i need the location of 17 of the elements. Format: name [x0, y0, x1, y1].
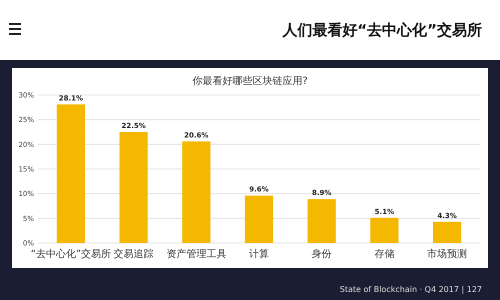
chart-subtitle: 你最看好哪些区块链应用? — [192, 75, 308, 87]
x-tick-label: 计算 — [249, 248, 269, 260]
bar — [308, 199, 336, 243]
bar — [182, 141, 210, 243]
bar — [120, 132, 148, 243]
x-tick-label: “去中心化”交易所 — [30, 248, 112, 260]
bar — [56, 104, 86, 243]
bar — [432, 222, 462, 243]
bar — [370, 218, 398, 243]
text: State of Blockchain · Q4 2017 | 127 — [340, 285, 482, 294]
x-tick-label: 市场预测 — [427, 248, 468, 260]
x-tick-label: 交易追踪 — [114, 248, 154, 260]
x-tick-label: 资产管理工具 — [166, 248, 226, 260]
bar — [244, 196, 274, 243]
x-tick-label: 存储 — [374, 248, 394, 260]
chart-title: 人们最看好“去中心化”交易所 — [281, 21, 482, 39]
x-tick-label: 身份 — [312, 248, 332, 260]
